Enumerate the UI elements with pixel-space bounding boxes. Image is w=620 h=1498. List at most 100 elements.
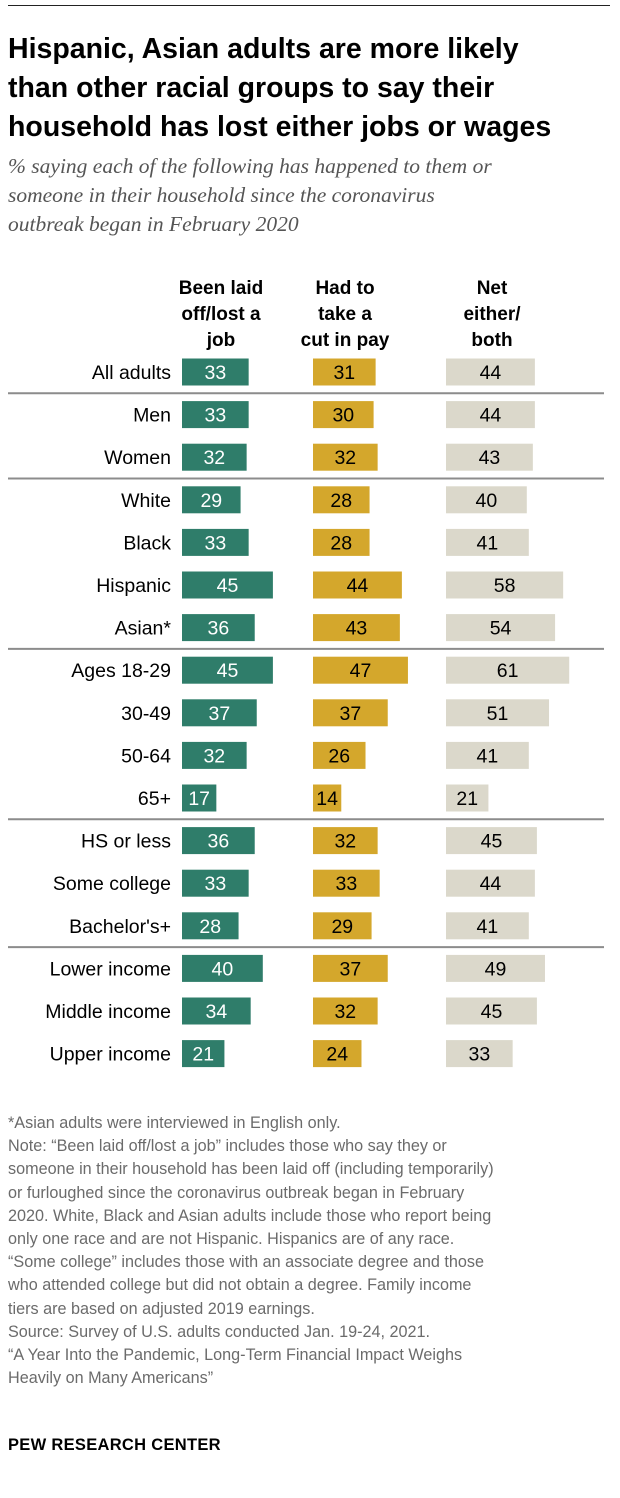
column-header-net: Net either/ both — [442, 276, 542, 354]
bar-laid-off — [182, 784, 217, 812]
header-line: job — [206, 330, 236, 351]
value-label-laid-off: 34 — [205, 1001, 227, 1023]
bar-pay-cut — [313, 741, 366, 769]
top-rule — [8, 5, 610, 6]
bar-laid-off — [182, 656, 273, 684]
value-label-net: 51 — [487, 703, 509, 725]
value-label-pay-cut: 14 — [316, 788, 338, 810]
value-label-laid-off: 32 — [203, 745, 225, 767]
footnote-line: Heavily on Many Americans” — [8, 1369, 214, 1388]
value-label-net: 43 — [479, 447, 501, 469]
header-line: Had to — [315, 278, 375, 299]
column-header-pay-cut: Had to take a cut in pay — [289, 276, 401, 354]
value-label-net: 21 — [456, 788, 478, 810]
subtitle-line: someone in their household since the cor… — [8, 183, 435, 207]
header-line: Net — [476, 278, 508, 299]
bar-laid-off — [182, 1040, 225, 1068]
header-line: cut in pay — [300, 330, 390, 351]
value-label-laid-off: 33 — [204, 405, 226, 427]
footnote-line: tiers are based on adjusted 2019 earning… — [8, 1299, 315, 1318]
bar-net — [446, 443, 533, 471]
bar-laid-off — [182, 827, 255, 855]
bar-pay-cut — [313, 401, 374, 429]
value-label-net: 44 — [480, 362, 502, 384]
value-label-net: 33 — [468, 1044, 490, 1066]
bar-net — [446, 401, 535, 429]
value-label-laid-off: 21 — [192, 1044, 214, 1066]
value-label-pay-cut: 43 — [346, 618, 368, 640]
bar-net — [446, 486, 527, 514]
bar-pay-cut — [313, 784, 342, 812]
value-label-laid-off: 45 — [217, 660, 239, 682]
header-line: Been laid — [178, 278, 264, 299]
bar-chart: All adults 33 31 44 Men 33 30 44 Women 32 32 43 Whit… — [8, 358, 604, 1068]
category-label: Hispanic — [96, 575, 171, 597]
bar-pay-cut — [313, 1040, 362, 1068]
footnote-line: *Asian adults were interviewed in Englis… — [8, 1114, 341, 1132]
value-label-pay-cut: 28 — [330, 490, 352, 512]
category-label: 50-64 — [121, 745, 171, 767]
bar-net — [446, 1040, 513, 1068]
category-label: White — [121, 490, 171, 512]
value-label-net: 41 — [477, 745, 499, 767]
title-line: Hispanic, Asian adults are more likely — [8, 33, 519, 65]
category-label: 65+ — [138, 788, 171, 810]
bar-net — [446, 784, 489, 812]
footnote-line: 2020. White, Black and Asian adults incl… — [8, 1206, 492, 1225]
value-label-laid-off: 45 — [217, 575, 239, 597]
bar-pay-cut — [313, 656, 408, 684]
value-label-net: 41 — [477, 916, 499, 938]
title-line: household has lost either jobs or wages — [8, 111, 552, 143]
bar-pay-cut — [313, 528, 370, 556]
bar-laid-off — [182, 614, 255, 642]
bar-net — [446, 869, 535, 897]
bar-net — [446, 912, 529, 940]
bar-pay-cut — [313, 571, 402, 599]
bar-pay-cut — [313, 869, 380, 897]
bar-net — [446, 827, 537, 855]
bar-pay-cut — [313, 912, 372, 940]
subtitle-line: outbreak began in February 2020 — [8, 212, 299, 236]
bar-laid-off — [182, 954, 263, 982]
value-label-net: 44 — [480, 873, 502, 895]
bar-net — [446, 954, 545, 982]
value-label-laid-off: 33 — [204, 362, 226, 384]
value-label-pay-cut: 32 — [334, 1001, 356, 1023]
value-label-laid-off: 33 — [204, 532, 226, 554]
category-label: Lower income — [50, 958, 171, 980]
value-label-net: 54 — [490, 618, 512, 640]
header-line: take a — [318, 304, 372, 325]
category-label: Some college — [53, 873, 171, 895]
value-label-laid-off: 33 — [204, 873, 226, 895]
bar-pay-cut — [313, 358, 376, 386]
bar-net — [446, 358, 535, 386]
bar-laid-off — [182, 869, 249, 897]
bar-laid-off — [182, 741, 247, 769]
value-label-net: 45 — [481, 831, 503, 853]
header-line: both — [471, 330, 513, 351]
category-label: All adults — [92, 362, 171, 384]
value-label-laid-off: 37 — [209, 703, 231, 725]
value-label-pay-cut: 33 — [335, 873, 357, 895]
title-line: than other racial groups to say their — [8, 72, 495, 104]
footnote-line: Source: Survey of U.S. adults conducted … — [8, 1322, 431, 1341]
bar-laid-off — [182, 401, 249, 429]
value-label-pay-cut: 32 — [334, 447, 356, 469]
category-label: Black — [123, 532, 171, 554]
value-label-laid-off: 28 — [199, 916, 221, 938]
value-label-net: 41 — [477, 532, 499, 554]
value-label-pay-cut: 28 — [330, 532, 352, 554]
category-label: Asian* — [115, 618, 172, 640]
bar-net — [446, 614, 556, 642]
category-label: Men — [133, 405, 171, 427]
bar-pay-cut — [313, 699, 388, 727]
value-label-laid-off: 32 — [203, 447, 225, 469]
value-label-net: 58 — [494, 575, 516, 597]
value-label-net: 40 — [476, 490, 498, 512]
value-label-laid-off: 36 — [208, 831, 230, 853]
value-label-pay-cut: 26 — [328, 745, 350, 767]
footnote-line: only one race and are not Hispanic. Hisp… — [8, 1230, 455, 1249]
bar-laid-off — [182, 912, 239, 940]
value-label-net: 61 — [497, 660, 519, 682]
bar-net — [446, 741, 529, 769]
